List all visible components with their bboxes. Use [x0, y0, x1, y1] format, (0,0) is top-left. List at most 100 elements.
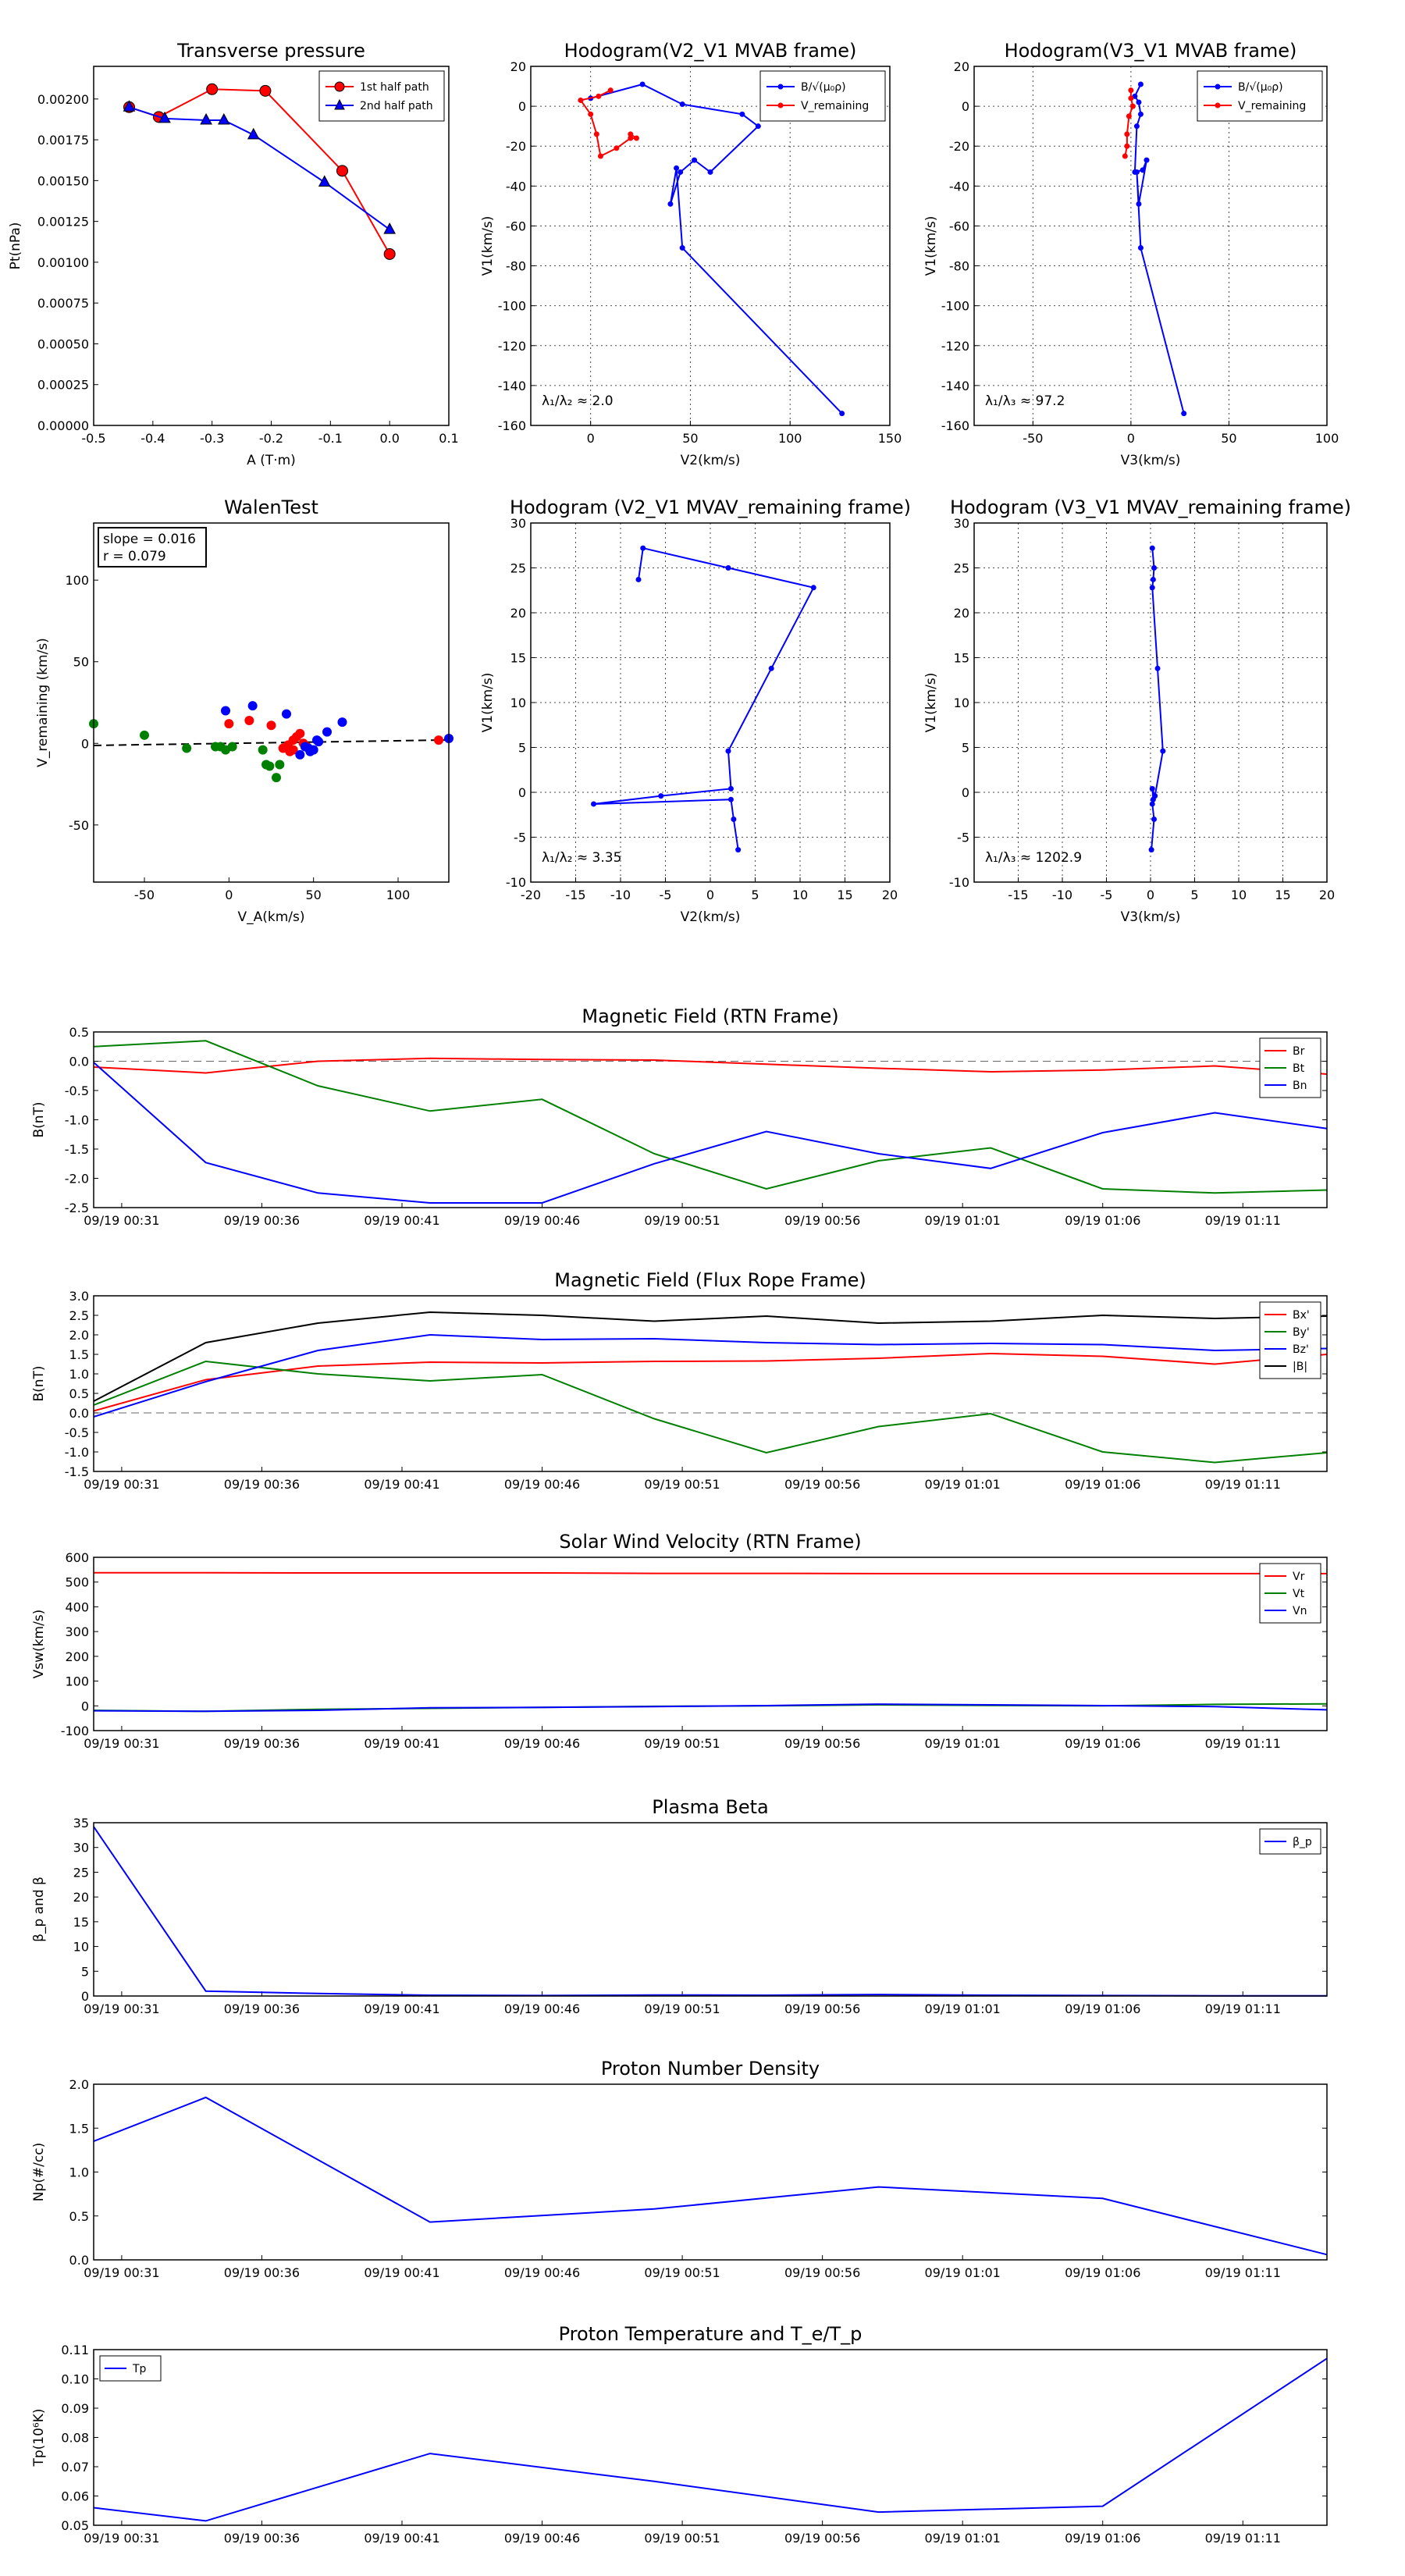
- data-point: [735, 847, 742, 853]
- data-point: [1150, 576, 1156, 582]
- y-axis-label: V1(km/s): [480, 673, 496, 733]
- y-tick-label: 0.0: [69, 1406, 89, 1421]
- panel-8: -100 0 100 200 300 400 500 600 09/19 00:31 09/19 …: [31, 1531, 1328, 1751]
- x-tick-label: 09/19 00:36: [224, 2001, 300, 2016]
- chart-title: Proton Temperature and T_e/T_p: [559, 2323, 863, 2345]
- data-point: [727, 796, 734, 802]
- data-point: [1151, 817, 1158, 822]
- y-tick-label: -80: [506, 259, 526, 274]
- stats-text: r = 0.079: [103, 549, 166, 564]
- x-tick-label: 09/19 00:51: [644, 1736, 720, 1751]
- y-tick-label: -40: [949, 179, 969, 194]
- y-tick-label: -1.5: [65, 1142, 89, 1157]
- x-tick-label: 09/19 01:06: [1065, 1213, 1140, 1228]
- y-tick-label: 10: [73, 1940, 89, 1955]
- x-tick-label: 09/19 00:36: [224, 1477, 300, 1492]
- series-line: [94, 1571, 1327, 1574]
- legend-label: Bn: [1293, 1080, 1307, 1092]
- x-tick-label: 09/19 00:31: [84, 1736, 159, 1751]
- y-tick-label: 15: [954, 651, 969, 666]
- data-point: [247, 701, 258, 711]
- panel-6: -2.5 -2.0 -1.5 -1.0 -0.5 0.0 0.5 09/19 00:31 09/…: [31, 1005, 1328, 1228]
- y-tick-label: 0.00150: [37, 173, 89, 188]
- data-point: [1150, 796, 1156, 802]
- y-tick-label: -1.0: [65, 1445, 89, 1460]
- y-tick-label: 35: [73, 1816, 89, 1831]
- panel-9: 0 5 10 15 20 25 30 35 09/19 00:31 09/19 00:36 09/1…: [31, 1796, 1328, 2016]
- data-point: [314, 737, 324, 747]
- panel-7: -1.5 -1.0 -0.5 0.0 0.5 1.0 1.5 2.0 2.5 3.0 09/19 0…: [31, 1269, 1328, 1492]
- data-point: [1124, 131, 1130, 137]
- data-point: [667, 201, 674, 207]
- x-tick-label: -10: [1052, 888, 1072, 902]
- data-point: [318, 175, 331, 187]
- legend-label: 2nd half path: [360, 100, 433, 112]
- y-tick-label: 30: [510, 516, 526, 531]
- x-tick-label: 0: [706, 888, 714, 902]
- data-point: [434, 735, 443, 745]
- x-tick-label: 09/19 01:01: [925, 2001, 1001, 2016]
- x-tick-label: 09/19 00:31: [84, 2001, 159, 2016]
- x-tick-label: 09/19 01:11: [1205, 2001, 1281, 2016]
- y-tick-label: -5: [957, 831, 969, 845]
- data-point: [295, 728, 305, 738]
- data-point: [272, 773, 281, 783]
- x-tick-label: -0.5: [81, 431, 105, 446]
- data-point: [658, 793, 664, 799]
- x-tick-label: 09/19 00:46: [504, 1213, 580, 1228]
- x-tick-label: 09/19 00:41: [364, 2531, 439, 2546]
- data-point: [1128, 87, 1134, 94]
- y-tick-label: 15: [510, 651, 526, 666]
- legend-label: Vn: [1293, 1605, 1307, 1617]
- series-line: [93, 1040, 1328, 1194]
- panel-5: -15 -10 -5 0 5 10 15 20 -10 -5 0 5 10 15 20 25 30Hodogra…: [923, 496, 1351, 925]
- axes-frame: [973, 66, 1328, 426]
- data-point: [140, 730, 149, 740]
- y-tick-label: -100: [61, 1724, 89, 1738]
- axes-frame: [93, 522, 450, 883]
- data-point: [679, 245, 685, 251]
- x-tick-label: 0: [225, 888, 233, 902]
- data-point: [247, 127, 260, 140]
- x-tick-label: 09/19 00:41: [364, 1477, 439, 1492]
- series-line: [579, 89, 639, 158]
- data-point: [383, 247, 396, 260]
- y-tick-label: 0.0: [69, 2253, 89, 2268]
- data-point: [639, 81, 646, 87]
- data-point: [1124, 143, 1130, 149]
- ratio-annotation: λ₁/λ₃ ≈ 97.2: [985, 393, 1065, 409]
- data-point: [1136, 201, 1142, 207]
- y-tick-label: 25: [954, 561, 969, 576]
- legend-label: V_remaining: [1238, 100, 1306, 112]
- y-tick-label: -2.0: [65, 1172, 89, 1187]
- y-tick-label: -0.5: [65, 1425, 89, 1440]
- x-tick-label: 5: [1190, 888, 1198, 902]
- legend-label: Bz': [1293, 1343, 1309, 1356]
- data-point: [1149, 545, 1155, 551]
- data-point: [1137, 111, 1144, 117]
- y-tick-label: 2.0: [69, 1328, 89, 1343]
- y-tick-label: 0.00075: [37, 296, 89, 311]
- x-tick-label: 09/19 00:31: [84, 2531, 159, 2546]
- data-point: [633, 135, 639, 141]
- y-tick-label: 0.0: [69, 1055, 89, 1069]
- series-line: [93, 1333, 1328, 1418]
- data-point: [227, 742, 237, 752]
- y-tick-label: 0.00050: [37, 336, 89, 351]
- y-axis-label: Pt(nPa): [8, 222, 23, 270]
- x-tick-label: 09/19 00:56: [784, 2001, 860, 2016]
- x-axis-label: V2(km/s): [681, 909, 741, 925]
- axes-frame: [93, 2083, 1328, 2261]
- x-tick-label: 09/19 01:11: [1205, 1477, 1281, 1492]
- chart-title: Plasma Beta: [652, 1796, 768, 1818]
- y-tick-label: 0.5: [69, 2209, 89, 2224]
- x-tick-label: 09/19 00:56: [784, 2531, 860, 2546]
- data-point: [1148, 847, 1154, 853]
- data-point: [607, 87, 614, 94]
- legend-label: |B|: [1293, 1361, 1307, 1373]
- legend-label: By': [1293, 1326, 1310, 1339]
- y-tick-label: 30: [954, 516, 969, 531]
- y-tick-label: 0.08: [61, 2431, 89, 2446]
- x-tick-label: -50: [134, 888, 155, 902]
- x-axis-label: V2(km/s): [681, 453, 741, 468]
